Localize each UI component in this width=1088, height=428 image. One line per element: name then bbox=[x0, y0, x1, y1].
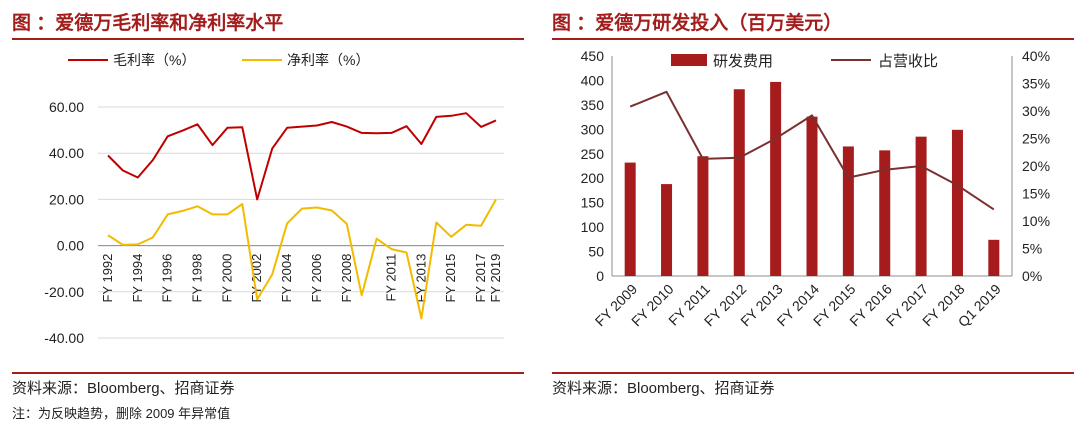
x-tick-label: FY 2019 bbox=[488, 254, 503, 303]
y2-tick-label: 20% bbox=[1022, 158, 1050, 174]
legend-label: 毛利率（%） bbox=[113, 52, 195, 68]
y2-tick-label: 15% bbox=[1022, 186, 1050, 202]
left-note: 注：为反映趋势，删除 2009 年异常值 bbox=[12, 406, 231, 421]
legend-swatch bbox=[671, 54, 707, 66]
y-tick-label: 250 bbox=[581, 146, 605, 162]
bar bbox=[879, 150, 891, 276]
y-tick-label: 350 bbox=[581, 97, 605, 113]
bar bbox=[661, 184, 673, 276]
bar bbox=[988, 239, 1000, 276]
x-tick-label: FY 2006 bbox=[309, 254, 324, 303]
margin-line-chart: 60.00 40.00 20.00 0.00 -20.00 -40.00 FY 1992 FY… bbox=[44, 52, 504, 346]
legend-label: 净利率（%） bbox=[287, 52, 369, 68]
y-tick-label: 20.00 bbox=[49, 191, 84, 207]
y2-tick-label: 10% bbox=[1022, 213, 1050, 229]
bar bbox=[624, 162, 636, 276]
y-tick-label: 200 bbox=[581, 170, 605, 186]
x-tick-label: FY 2013 bbox=[413, 254, 428, 303]
x-tick-label: FY 2002 bbox=[249, 254, 264, 303]
gross-margin-line bbox=[107, 112, 497, 201]
bar bbox=[915, 136, 927, 276]
rd-bar-chart: 450 400 350 300 250 200 150 100 50 0 40% 35% 30% 25% 2… bbox=[581, 48, 1050, 330]
left-bottom-rule bbox=[12, 372, 524, 374]
y-tick-label: -40.00 bbox=[44, 330, 84, 346]
y-tick-label: 60.00 bbox=[49, 99, 84, 115]
y-tick-label: 50 bbox=[588, 244, 604, 260]
bar bbox=[842, 146, 854, 276]
x-tick-label: FY 1996 bbox=[160, 254, 175, 303]
x-tick-label: FY 1994 bbox=[130, 254, 145, 303]
right-bottom-rule bbox=[552, 372, 1074, 374]
left-source: 资料来源：Bloomberg、招商证券 bbox=[12, 380, 235, 397]
x-tick-label: FY 2017 bbox=[473, 254, 488, 303]
y-tick-label: 300 bbox=[581, 121, 605, 137]
bar bbox=[770, 81, 782, 277]
bar bbox=[733, 89, 745, 276]
y-tick-label: 100 bbox=[581, 219, 605, 235]
y2-tick-label: 35% bbox=[1022, 76, 1050, 92]
x-tick-label: FY 1992 bbox=[100, 254, 115, 303]
right-source: 资料来源：Bloomberg、招商证券 bbox=[552, 380, 775, 397]
x-tick-label: FY 1998 bbox=[190, 254, 205, 303]
left-title-rule bbox=[12, 38, 524, 40]
left-chart-title: 图 ：爱德万毛利率和净利率水平 bbox=[12, 13, 284, 34]
bar bbox=[697, 156, 709, 276]
y2-tick-label: 5% bbox=[1022, 241, 1042, 257]
y-tick-label: 0.00 bbox=[57, 238, 84, 254]
y-tick-label: 0 bbox=[596, 268, 604, 284]
bar bbox=[806, 116, 818, 276]
legend-label: 研发费用 bbox=[713, 53, 773, 70]
y2-tick-label: 0% bbox=[1022, 268, 1042, 284]
x-tick-label: FY 2008 bbox=[339, 254, 354, 303]
bar bbox=[951, 129, 963, 276]
x-tick-label: FY 2011 bbox=[384, 254, 399, 302]
y2-tick-label: 40% bbox=[1022, 48, 1050, 64]
x-tick-label: FY 2004 bbox=[279, 254, 294, 303]
y2-tick-label: 25% bbox=[1022, 131, 1050, 147]
x-tick-label: FY 2015 bbox=[443, 254, 458, 303]
legend-label: 占营收比 bbox=[878, 53, 938, 70]
y2-tick-label: 30% bbox=[1022, 103, 1050, 119]
y-tick-label: -20.00 bbox=[44, 284, 84, 300]
y-tick-label: 400 bbox=[581, 72, 605, 88]
y-tick-label: 40.00 bbox=[49, 145, 84, 161]
x-tick-label: FY 2000 bbox=[219, 254, 234, 303]
y-tick-label: 150 bbox=[581, 195, 605, 211]
y-tick-label: 450 bbox=[581, 48, 605, 64]
right-chart-title: 图 ：爱德万研发投入（百万美元） bbox=[552, 13, 843, 34]
right-title-rule bbox=[552, 38, 1074, 40]
net-margin-line bbox=[107, 198, 497, 320]
rd-ratio-line bbox=[629, 90, 995, 211]
